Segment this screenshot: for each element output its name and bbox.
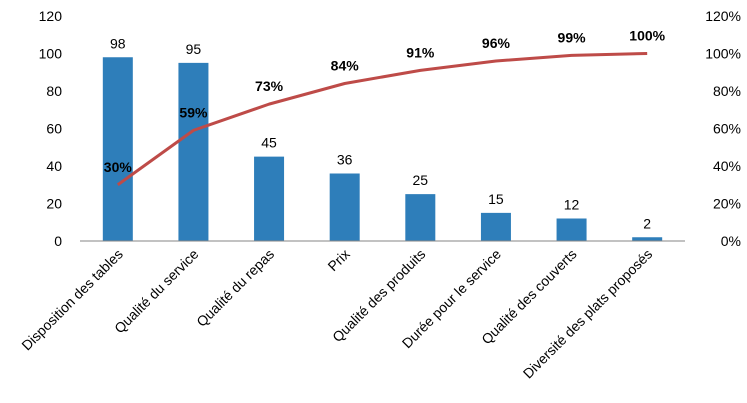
bar-data-label: 2 — [643, 215, 651, 231]
cumulative-data-label: 96% — [482, 35, 511, 51]
cumulative-line — [116, 52, 648, 186]
right-axis-tick-label: 40% — [713, 158, 741, 174]
right-axis-tick-label: 0% — [721, 233, 741, 249]
category-label: Disposition des tables — [18, 246, 126, 354]
bar — [556, 218, 587, 241]
bar-data-label: 15 — [488, 191, 504, 207]
left-axis-tick-label: 120 — [39, 8, 63, 24]
bar — [480, 212, 511, 241]
bar-data-label: 95 — [186, 41, 202, 57]
left-axis-tick-label: 0 — [54, 233, 62, 249]
bar — [632, 237, 663, 241]
left-axis-tick-label: 100 — [39, 46, 63, 62]
cumulative-data-label: 99% — [558, 29, 587, 45]
bar-data-labels: 98 95 45 36 25 15 12 2 — [110, 35, 651, 231]
left-axis-tick-label: 20 — [46, 196, 62, 212]
bar — [102, 57, 133, 241]
bar — [329, 173, 360, 241]
bar-data-label: 25 — [413, 172, 429, 188]
cumulative-data-label: 84% — [331, 58, 360, 74]
bar-series — [102, 57, 663, 241]
bar-data-label: 36 — [337, 152, 353, 168]
left-axis-tick-label: 60 — [46, 121, 62, 137]
cumulative-data-labels: 30% 59% 73% 84% 91% 96% 99% 100% — [104, 28, 666, 175]
left-axis-tick-label: 40 — [46, 158, 62, 174]
category-label: Prix — [324, 246, 352, 274]
cumulative-data-label: 30% — [104, 159, 133, 175]
right-axis-tick-label: 100% — [705, 46, 741, 62]
left-axis: 0 20 40 60 80 100 120 — [39, 8, 63, 249]
right-axis-tick-label: 60% — [713, 121, 741, 137]
cumulative-line-series — [116, 52, 648, 186]
right-axis-tick-label: 20% — [713, 196, 741, 212]
category-label: Qualité du service — [111, 246, 202, 337]
bar — [405, 194, 436, 241]
cumulative-data-label: 91% — [406, 44, 435, 60]
bar — [254, 156, 285, 241]
left-axis-tick-label: 80 — [46, 83, 62, 99]
cumulative-data-label: 100% — [629, 28, 665, 44]
right-axis-tick-label: 120% — [705, 8, 741, 24]
bar-data-label: 12 — [564, 197, 580, 213]
category-label: Qualité du repas — [193, 246, 277, 330]
cumulative-data-label: 73% — [255, 78, 284, 94]
category-label: Diversité des plats proposés — [520, 246, 656, 382]
right-axis: 0% 20% 40% 60% 80% 100% 120% — [705, 8, 741, 249]
bar-data-label: 98 — [110, 35, 126, 51]
cumulative-data-label: 59% — [179, 104, 208, 120]
right-axis-tick-label: 80% — [713, 83, 741, 99]
bar — [178, 62, 209, 241]
bar-data-label: 45 — [261, 135, 277, 151]
